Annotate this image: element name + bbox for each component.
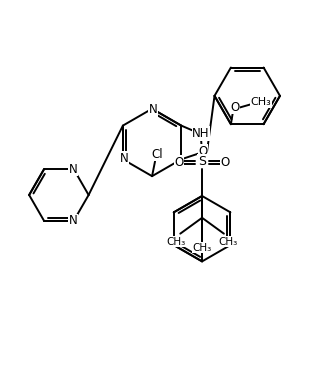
Text: O: O [220, 156, 229, 169]
Text: Cl: Cl [151, 148, 163, 161]
Text: CH₃: CH₃ [192, 242, 212, 253]
Text: CH₃: CH₃ [218, 237, 237, 247]
Text: CH₃: CH₃ [250, 97, 271, 107]
Text: N: N [149, 103, 157, 116]
Text: S: S [198, 155, 206, 168]
Text: N: N [68, 214, 77, 227]
Text: N: N [68, 163, 77, 176]
Text: N: N [119, 152, 128, 165]
Text: O: O [175, 156, 184, 169]
Text: O: O [230, 101, 239, 114]
Text: CH₃: CH₃ [167, 237, 186, 247]
Text: O: O [198, 145, 208, 158]
Text: NH: NH [192, 127, 210, 140]
